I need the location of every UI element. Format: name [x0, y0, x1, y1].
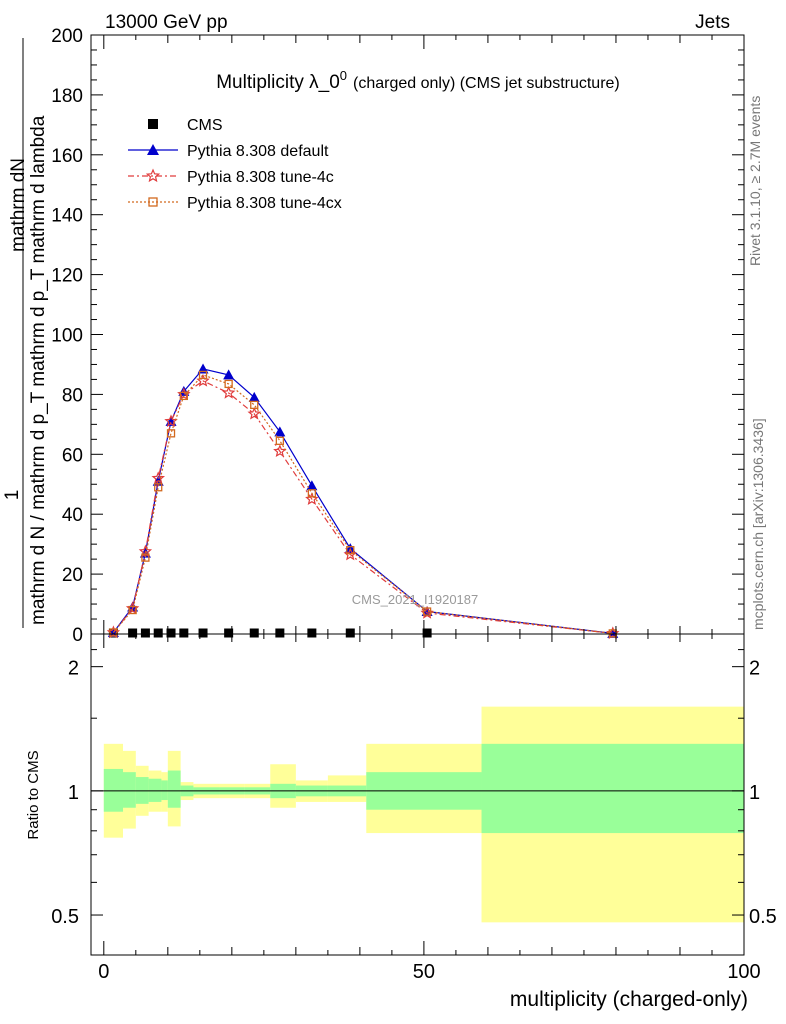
legend-marker	[147, 144, 159, 155]
y-tick-label: 0	[72, 625, 83, 646]
legend-marker	[148, 119, 158, 129]
mcplots-label: mcplots.cern.ch [arXiv:1306.3436]	[750, 418, 766, 630]
data-point-series-3	[141, 553, 150, 562]
data-point-series-0	[166, 628, 176, 638]
ratio-y-tick-label: 2	[68, 658, 79, 680]
data-point-series-0	[198, 628, 208, 638]
ratio-ylabel: Ratio to CMS	[25, 750, 42, 839]
ratio-frame	[90, 633, 745, 956]
ratio-y-tick-label-right: 2	[749, 658, 760, 680]
data-point-series-0	[224, 628, 234, 638]
data-point-series-3	[166, 429, 176, 438]
ratio-y-tick-label-right: 0.5	[749, 906, 777, 928]
data-point-series-0	[345, 628, 355, 638]
data-point-series-3	[179, 391, 188, 401]
ratio-y-tick-label: 0.5	[51, 906, 79, 928]
y-tick-label: 200	[51, 26, 83, 47]
data-point-series-2	[221, 385, 236, 399]
y-tick-label: 100	[51, 326, 83, 347]
data-point-series-1	[223, 369, 235, 380]
data-point-series-1	[306, 480, 318, 491]
legend-label: Pythia 8.308 default	[187, 143, 329, 160]
data-point-series-2	[151, 471, 166, 484]
data-point-series-0	[249, 628, 259, 638]
title-small: (charged only) (CMS jet substructure)	[353, 75, 620, 92]
band-inner	[148, 778, 162, 802]
data-point-series-3	[198, 370, 208, 380]
y-tick-label: 160	[51, 146, 83, 167]
band-inner	[103, 768, 124, 812]
ylabel-numer: 1	[2, 490, 23, 501]
legend: CMS Pythia 8.308 default Pythia 8.308 tune…	[128, 117, 342, 212]
ratio-axes: 0.5 0.5 1 1 2 2 0 50 100	[51, 634, 777, 983]
legend-marker	[148, 197, 158, 207]
watermark: CMS_2021_I1920187	[352, 592, 479, 607]
main-axes: 0 20 40 60 80 100 120 140 160 180 200	[51, 26, 745, 646]
data-point-series-3	[422, 607, 432, 616]
data-point-series-1	[274, 426, 286, 437]
data-point-series-0	[422, 628, 432, 638]
y-tick-label: 60	[62, 445, 83, 466]
data-point-series-0	[128, 628, 138, 638]
header-right: Jets	[695, 12, 730, 33]
y-axis-label: mathrm dN 1 mathrm d N / mathrm d p_T ma…	[2, 38, 49, 628]
x-tick-label: 50	[413, 961, 435, 983]
legend-label: Pythia 8.308 tune-4cx	[187, 195, 342, 212]
data-point-series-0	[307, 628, 317, 638]
ratio-bands-layer	[91, 706, 744, 923]
data-point-series-2	[247, 406, 262, 420]
x-axis-label: multiplicity (charged-only)	[510, 988, 748, 1011]
y-tick-label: 40	[62, 505, 83, 526]
ratio-y-tick-label: 1	[68, 782, 79, 804]
band-inner	[481, 743, 744, 834]
data-point-series-3	[307, 489, 317, 498]
ylabel-top: mathrm dN	[8, 158, 29, 252]
main-series-layer	[106, 363, 620, 640]
data-point-series-3	[250, 400, 259, 410]
y-tick-label: 140	[51, 206, 83, 227]
x-tick-label: 100	[727, 961, 760, 983]
data-point-series-2	[305, 492, 319, 505]
band-inner	[123, 772, 136, 808]
series-line-3	[112, 374, 613, 634]
data-point-series-0	[140, 628, 150, 638]
data-point-series-0	[275, 628, 285, 638]
data-point-series-3	[346, 545, 355, 555]
series-line-2	[112, 380, 613, 634]
y-tick-label: 180	[51, 86, 83, 107]
data-point-series-3	[224, 379, 233, 389]
band-inner	[161, 780, 168, 801]
legend-label: Pythia 8.308 tune-4c	[187, 169, 334, 186]
ylabel-denom: mathrm d N / mathrm d p_T mathrm d p_T m…	[28, 115, 49, 625]
band-inner	[167, 770, 181, 808]
data-point-series-3	[109, 628, 118, 637]
ratio-plot: 0.5 0.5 1 1 2 2 0 50 100	[51, 633, 777, 983]
data-point-series-2	[164, 414, 178, 428]
data-point-series-3	[154, 483, 163, 492]
y-tick-label: 80	[62, 385, 83, 406]
legend-label: CMS	[187, 117, 223, 134]
data-point-series-3	[128, 605, 137, 615]
title-sup: 0	[340, 68, 347, 83]
data-point-series-3	[275, 436, 285, 445]
x-tick-label: 0	[98, 961, 109, 983]
y-tick-label: 120	[51, 266, 83, 287]
legend-marker	[145, 168, 161, 183]
header-left: 13000 GeV pp	[105, 12, 228, 33]
data-point-series-2	[273, 444, 287, 458]
chart-title: Multiplicity λ_00 (charged only) (CMS jet…	[216, 68, 620, 93]
rivet-label: Rivet 3.1.10, ≥ 2.7M events	[747, 96, 763, 266]
data-point-series-1	[248, 391, 260, 402]
ratio-y-tick-label-right: 1	[749, 782, 760, 804]
y-tick-label: 20	[62, 565, 83, 586]
main-plot: 0 20 40 60 80 100 120 140 160 180 200 CMS_2021_I19…	[51, 26, 745, 646]
data-point-series-0	[179, 628, 189, 638]
data-point-series-0	[153, 628, 163, 638]
title-main: Multiplicity λ_0	[216, 72, 340, 93]
